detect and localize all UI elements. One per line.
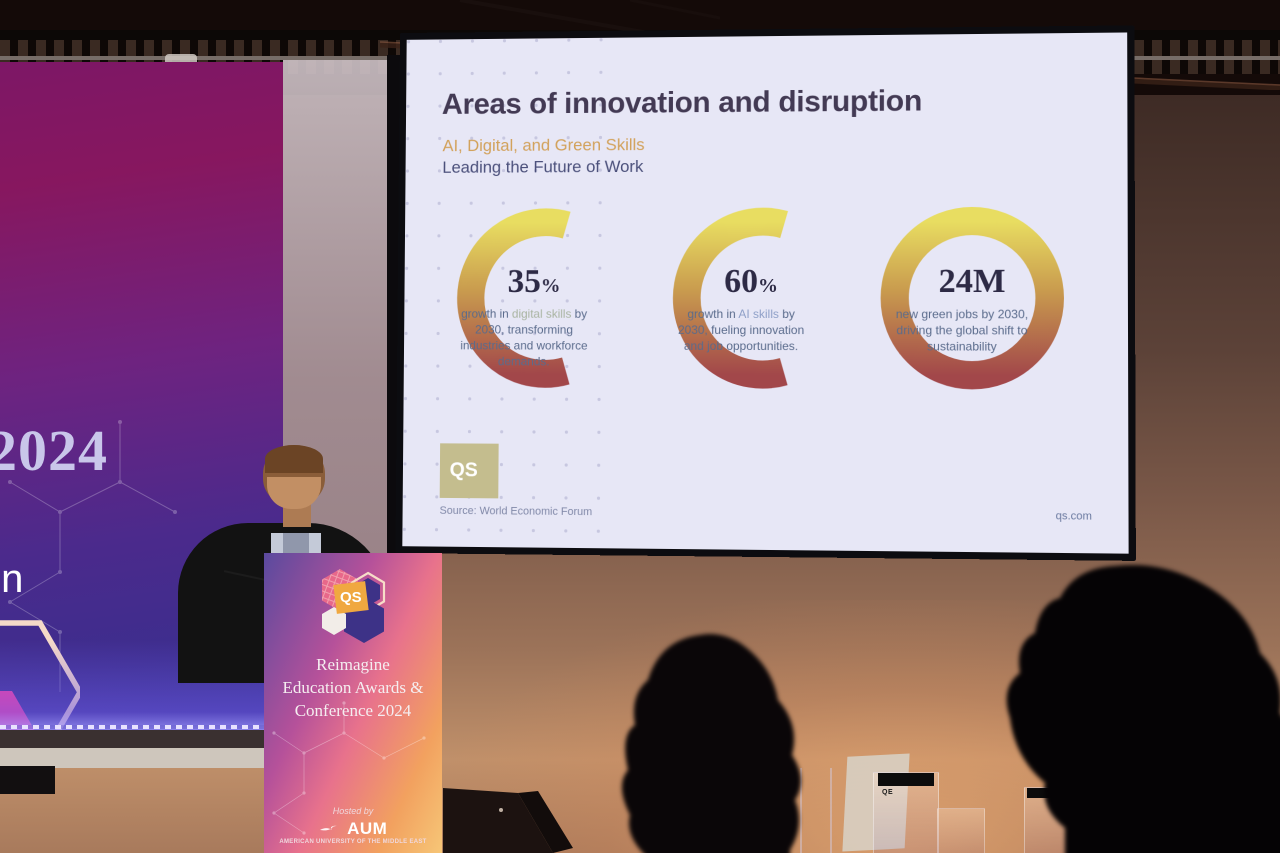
svg-text:QS: QS xyxy=(450,459,478,481)
